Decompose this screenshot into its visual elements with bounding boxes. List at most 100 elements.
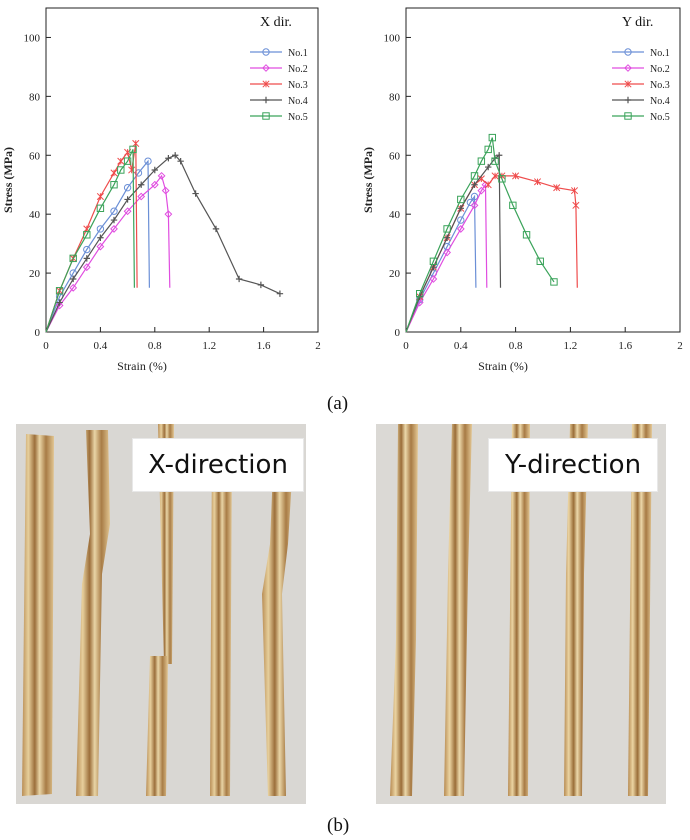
series-no5 [405, 133, 558, 333]
data-point [509, 201, 517, 210]
data-point [83, 231, 91, 239]
data-point [110, 207, 118, 215]
data-point [69, 254, 77, 263]
caption-b: (b) [327, 815, 350, 836]
data-point [97, 234, 104, 241]
y-tick-label: 0 [35, 327, 41, 339]
y-direction-label-box: Y-direction [488, 438, 658, 492]
legend-marker [262, 80, 270, 88]
legend-title: Y dir. [622, 15, 653, 30]
data-point [491, 172, 499, 180]
data-point [212, 225, 220, 233]
x-tick-label: 0.4 [94, 340, 108, 352]
data-point [82, 263, 91, 272]
legend-marker [624, 64, 632, 72]
data-point [55, 287, 64, 295]
y-tick-label: 100 [24, 32, 41, 44]
data-point [477, 186, 486, 195]
data-point [477, 157, 486, 165]
series-no5 [45, 145, 137, 333]
data-point [471, 181, 478, 188]
x-tick-label: 0.4 [454, 340, 468, 352]
x-tick-label: 2 [677, 340, 683, 352]
legend-marker [262, 96, 270, 104]
data-point [70, 275, 77, 283]
data-point [443, 234, 451, 241]
data-point [533, 178, 542, 186]
legend-label: No.3 [288, 80, 308, 91]
legend-label: No.4 [288, 96, 308, 107]
data-point [550, 278, 558, 286]
data-point [96, 204, 105, 212]
y-tick-label: 60 [29, 150, 41, 162]
plot-frame [405, 7, 681, 333]
data-point [128, 166, 136, 174]
data-point [495, 152, 503, 159]
data-point [484, 181, 492, 189]
data-point [416, 290, 424, 298]
x-tick-label: 2 [315, 340, 321, 352]
data-point [498, 175, 506, 183]
data-point [443, 225, 451, 233]
data-point [172, 152, 179, 159]
series-no2 [45, 171, 173, 333]
legend-marker [262, 48, 270, 56]
legend-marker [624, 96, 632, 104]
x-tick-label: 0 [43, 340, 49, 352]
data-point [138, 181, 145, 188]
data-point [161, 186, 170, 195]
x-tick-label: 0.8 [509, 340, 523, 352]
plot-frame [45, 7, 319, 333]
data-point [491, 157, 499, 165]
photo-x-direction: X-direction [16, 424, 306, 804]
photo-y-direction: Y-direction [376, 424, 666, 804]
data-point [134, 169, 143, 177]
data-point [69, 283, 78, 292]
legend-label: No.2 [288, 64, 308, 75]
data-point [257, 281, 265, 289]
y-axis-label: Stress (MPa) [361, 147, 375, 213]
data-point [137, 192, 146, 201]
legend: X dir. No.1 No.2 No.3 No.4 No.5 [250, 15, 308, 123]
data-point [443, 248, 452, 257]
data-point [144, 157, 152, 165]
legend-label: No.2 [650, 64, 670, 75]
data-point [110, 181, 118, 189]
x-tick-label: 0 [403, 340, 409, 352]
data-point [572, 201, 580, 209]
caption-a: (a) [327, 393, 349, 414]
data-point [522, 231, 531, 239]
data-point [123, 183, 132, 192]
data-point [157, 171, 166, 180]
legend-marker [624, 80, 632, 88]
data-point [456, 225, 465, 233]
data-point [484, 145, 492, 154]
data-point [488, 133, 497, 142]
legend-label: No.1 [288, 48, 308, 59]
data-point [124, 196, 131, 203]
series-no2 [405, 180, 490, 333]
data-point [83, 245, 91, 254]
data-point [429, 257, 438, 266]
x-tick-label: 1.2 [202, 340, 216, 352]
data-point [470, 192, 479, 201]
data-point [151, 166, 158, 174]
data-point [429, 275, 438, 283]
data-point [485, 163, 492, 171]
y-tick-label: 80 [389, 91, 401, 103]
x-tick-label: 1.2 [564, 340, 578, 352]
legend-label: No.4 [650, 96, 670, 107]
x-tick-label: 0.8 [148, 340, 162, 352]
series-line [45, 149, 135, 333]
data-point [570, 187, 579, 195]
data-point [96, 242, 105, 251]
data-point [553, 184, 561, 192]
data-point [110, 225, 118, 233]
data-point [457, 195, 465, 204]
series-line [45, 159, 150, 333]
data-point [165, 155, 172, 162]
y-tick-label: 60 [389, 150, 401, 162]
y-tick-label: 20 [389, 268, 401, 280]
data-point [56, 299, 63, 306]
